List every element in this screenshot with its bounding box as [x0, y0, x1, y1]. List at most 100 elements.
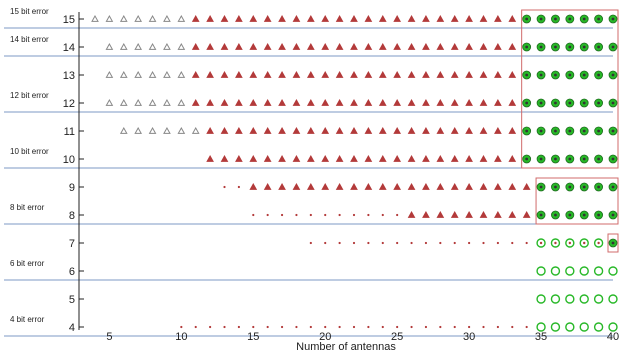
red-triangle-marker: [364, 154, 373, 162]
red-dot-marker: [424, 325, 428, 329]
red-triangle-marker: [450, 98, 459, 106]
red-triangle-marker: [335, 154, 344, 162]
red-triangle-marker: [479, 126, 488, 134]
red-triangle-marker: [263, 98, 272, 106]
green-filled-marker-center: [525, 129, 529, 133]
y-ticks: 4 5 6 7 8 9 10 11 12 13 14 15: [63, 14, 84, 334]
red-triangle-marker: [465, 98, 473, 106]
red-dot-marker: [396, 213, 399, 217]
gray-triangle-marker: [134, 98, 143, 106]
gray-triangle-marker: [177, 42, 186, 50]
red-dot-marker: [511, 241, 514, 245]
red-dot-marker: [396, 325, 399, 329]
red-triangle-marker: [422, 154, 430, 162]
green-filled-marker-center: [611, 157, 615, 161]
red-triangle-marker: [249, 42, 258, 50]
red-triangle-marker: [450, 210, 459, 218]
red-triangle-marker: [407, 182, 416, 190]
gray-triangle-marker: [177, 98, 186, 106]
green-filled-marker-center: [554, 101, 557, 105]
band-label: 6 bit error: [10, 259, 45, 268]
band-label: 4 bit error: [10, 315, 45, 324]
red-triangle-marker: [450, 14, 459, 22]
red-triangle-marker: [393, 14, 402, 22]
x-ticks: 5 10 15 20 25 30 35 40: [106, 331, 619, 343]
gray-triangle-marker: [163, 14, 171, 22]
red-dot-marker: [410, 325, 413, 329]
red-triangle-marker: [350, 70, 358, 78]
red-triangle-marker: [436, 210, 445, 218]
red-triangle-marker: [494, 42, 502, 50]
red-triangle-marker: [321, 14, 330, 22]
red-triangle-marker: [508, 126, 517, 134]
red-dot-marker: [496, 325, 499, 329]
gray-triangle-marker: [163, 70, 171, 78]
red-triangle-marker: [191, 42, 200, 50]
y-tick-label: 10: [63, 154, 75, 166]
gray-triangle-marker: [134, 14, 143, 22]
red-dot-marker: [252, 213, 255, 217]
red-triangle-marker: [378, 42, 387, 50]
y-tick-label: 8: [69, 210, 75, 222]
red-dot-marker: [381, 325, 384, 329]
green-filled-marker-center: [611, 17, 615, 21]
green-dotted-circle-marker: [593, 238, 604, 248]
gray-triangle-marker: [177, 70, 186, 78]
red-triangle-marker: [378, 14, 387, 22]
red-triangle-marker: [422, 70, 430, 78]
gray-triangle-marker: [148, 14, 157, 22]
red-dot-marker: [324, 325, 327, 329]
red-triangle-marker: [465, 182, 473, 190]
red-triangle-marker: [249, 126, 258, 134]
red-triangle-marker: [494, 98, 502, 106]
red-dot-marker: [338, 325, 341, 329]
red-triangle-marker: [235, 98, 243, 106]
red-triangle-marker: [321, 182, 330, 190]
green-circle-marker: [536, 322, 546, 332]
red-triangle-marker: [220, 154, 229, 162]
red-triangle-marker: [378, 126, 387, 134]
red-triangle-marker: [220, 14, 229, 22]
red-triangle-marker: [206, 42, 214, 50]
gray-triangle-marker: [177, 14, 186, 22]
red-dot-marker: [482, 325, 485, 329]
highlight-box: [535, 177, 619, 225]
band-label: 10 bit error: [10, 147, 49, 156]
green-filled-marker-center: [582, 17, 586, 21]
green-circle-marker: [536, 266, 546, 276]
green-circle-marker: [579, 266, 589, 276]
red-triangle-marker: [191, 98, 200, 106]
red-triangle-marker: [364, 14, 373, 22]
gray-triangle-marker: [148, 70, 157, 78]
red-triangle-marker: [407, 154, 416, 162]
red-triangle-marker: [335, 42, 344, 50]
red-triangle-marker: [393, 126, 402, 134]
red-triangle-marker: [422, 42, 430, 50]
red-triangle-marker: [436, 14, 445, 22]
green-circle-marker: [593, 322, 604, 332]
red-dot-marker: [338, 213, 341, 217]
red-triangle-marker: [378, 154, 387, 162]
red-triangle-marker: [465, 70, 473, 78]
red-triangle-marker: [306, 182, 315, 190]
gray-triangle-marker: [148, 126, 157, 134]
red-dot-marker: [468, 325, 471, 329]
green-filled-marker-center: [568, 157, 572, 161]
gray-triangle-marker: [105, 42, 114, 50]
red-triangle-marker: [494, 210, 502, 218]
green-filled-marker-center: [539, 17, 543, 21]
red-dot-marker: [309, 241, 312, 245]
red-dot-marker: [280, 213, 284, 217]
green-filled-marker-center: [525, 157, 529, 161]
red-triangle-marker: [393, 154, 402, 162]
green-dotted-circle-center: [568, 241, 572, 245]
green-filled-marker-center: [611, 213, 615, 217]
gray-triangle-marker: [163, 42, 171, 50]
red-dot-marker: [381, 213, 384, 217]
red-triangle-marker: [479, 98, 488, 106]
red-triangle-marker: [249, 154, 258, 162]
red-triangle-marker: [292, 70, 301, 78]
red-triangle-marker: [364, 98, 373, 106]
red-triangle-marker: [422, 98, 430, 106]
red-dot-marker: [324, 213, 327, 217]
